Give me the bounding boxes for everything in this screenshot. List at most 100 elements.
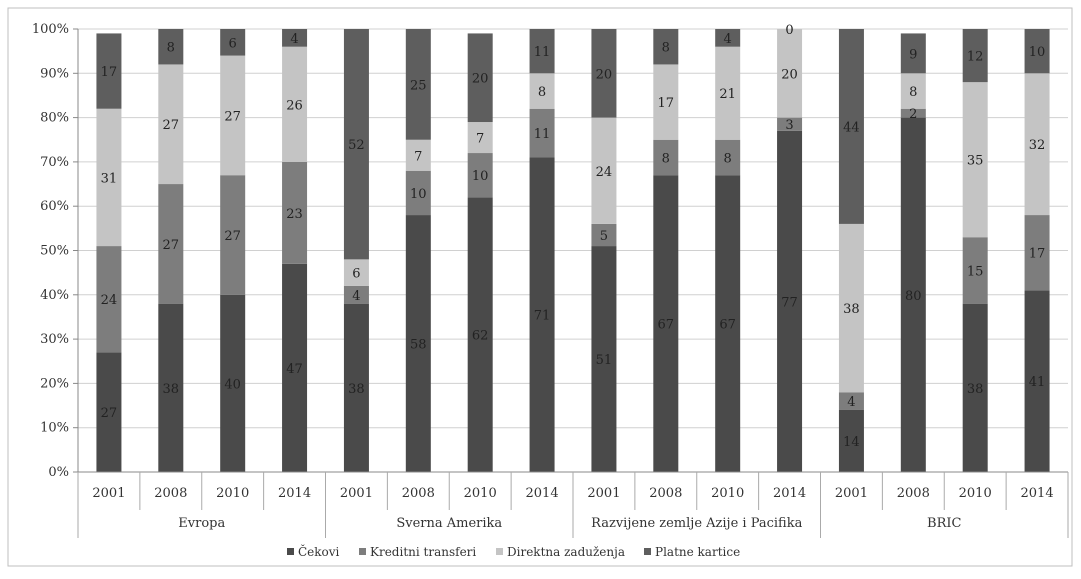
bar-segment — [653, 64, 679, 140]
data-label: 8 — [538, 85, 546, 100]
bar-segment — [343, 303, 369, 472]
data-label: 12 — [967, 50, 984, 65]
bar-segment — [715, 139, 741, 176]
data-label: 27 — [224, 229, 241, 244]
data-label: 10 — [1029, 45, 1046, 60]
y-tick-label: 10% — [40, 421, 69, 436]
y-tick-label: 40% — [40, 288, 69, 303]
legend-swatch — [496, 548, 503, 555]
data-label: 41 — [1029, 375, 1046, 390]
data-label: 17 — [1029, 247, 1046, 262]
bar-segment — [962, 237, 988, 304]
y-tick-label: 60% — [40, 199, 69, 214]
bar-segment — [343, 29, 369, 260]
bar-segment — [838, 223, 864, 393]
y-tick-label: 100% — [32, 22, 69, 37]
bar-segment — [653, 175, 679, 472]
y-tick-label: 50% — [40, 244, 69, 259]
bar-segment — [96, 33, 122, 109]
y-axis: 0% 10% 20% 30% 40% 50% 60% 70% 80% 90% 100% — [32, 22, 79, 480]
data-label: 38 — [967, 382, 984, 397]
x-tick-label: 2014 — [773, 486, 806, 501]
bar-segment — [220, 175, 246, 295]
data-label: 51 — [596, 353, 613, 368]
data-label: 8 — [167, 41, 175, 56]
bar-segment — [467, 197, 493, 472]
x-tick-label: 2014 — [1021, 486, 1054, 501]
data-label: 11 — [534, 127, 551, 142]
data-label: 20 — [781, 67, 798, 82]
bar-segment — [838, 29, 864, 224]
y-tick-label: 80% — [40, 111, 69, 126]
data-label: 26 — [286, 98, 303, 113]
data-label: 27 — [101, 406, 118, 421]
bar-segment — [343, 285, 369, 304]
data-label: 62 — [472, 329, 489, 344]
x-group-label: Evropa — [178, 516, 225, 531]
bar-segment — [900, 117, 926, 472]
data-label: 4 — [290, 32, 298, 47]
data-label: 17 — [101, 65, 118, 80]
bar-segment — [96, 108, 122, 247]
bar-segment — [405, 170, 431, 216]
bar-segment — [715, 46, 741, 140]
data-label: 40 — [224, 377, 241, 392]
bar-segment — [220, 294, 246, 472]
data-label: 38 — [843, 302, 860, 317]
data-label: 5 — [600, 229, 608, 244]
x-tick-label: 2001 — [92, 486, 125, 501]
bar-segment — [653, 29, 679, 65]
bar-segment — [467, 33, 493, 123]
bar-segment — [158, 29, 184, 65]
data-label: 27 — [163, 118, 180, 133]
data-label: 20 — [596, 67, 613, 82]
data-label: 3 — [785, 118, 793, 133]
x-group-label: BRIC — [927, 516, 961, 531]
bar-segment — [282, 29, 308, 47]
x-tick-label: 2010 — [216, 486, 249, 501]
x-tick-label: 2014 — [526, 486, 559, 501]
bar-segment — [777, 117, 803, 131]
bar-segment — [1024, 215, 1050, 291]
data-label: 6 — [229, 36, 237, 51]
x-tick-label: 2001 — [587, 486, 620, 501]
bar-segment — [715, 29, 741, 47]
bar-segment — [529, 157, 555, 472]
data-label: 77 — [781, 295, 798, 310]
bar-segment — [900, 73, 926, 109]
bar-segment — [777, 130, 803, 472]
bar-segment — [591, 246, 617, 472]
x-tick-label: 2008 — [897, 486, 930, 501]
data-label: 9 — [909, 47, 917, 62]
bar-segment — [158, 64, 184, 185]
legend-label: Kreditni transferi — [370, 545, 476, 559]
data-label: 71 — [534, 309, 551, 324]
x-axis: 2001 2008 2010 2014 Evropa 2001 2008 2010 2014 Sv… — [77, 471, 1069, 538]
data-label: 27 — [163, 238, 180, 253]
x-tick-label: 2008 — [649, 486, 682, 501]
bar-segment — [158, 303, 184, 472]
data-label: 23 — [286, 207, 303, 222]
y-tick-label: 20% — [40, 376, 69, 391]
bar-segment — [96, 352, 122, 472]
data-label: 8 — [662, 151, 670, 166]
data-label: 10 — [410, 187, 427, 202]
data-label: 8 — [724, 151, 732, 166]
data-label: 24 — [596, 165, 613, 180]
bar-segment — [96, 246, 122, 353]
y-tick-label: 70% — [40, 155, 69, 170]
bar-segment — [282, 263, 308, 472]
data-label: 38 — [163, 382, 180, 397]
bar-segment — [405, 139, 431, 171]
data-label: 52 — [348, 138, 365, 153]
x-tick-label: 2010 — [464, 486, 497, 501]
y-tick-label: 0% — [48, 465, 69, 480]
data-label: 67 — [719, 318, 736, 333]
data-label: 10 — [472, 169, 489, 184]
x-group-label: Sverna Amerika — [396, 516, 502, 531]
bar-segment — [653, 139, 679, 176]
data-label: 2 — [909, 107, 917, 122]
bar-segment — [1024, 29, 1050, 74]
